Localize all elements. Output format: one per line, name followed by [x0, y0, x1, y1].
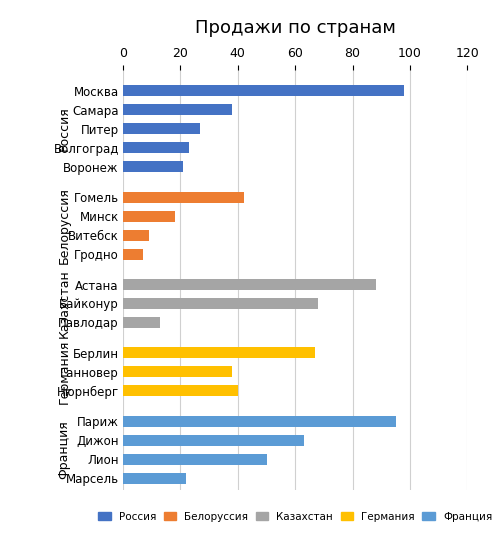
Legend: Россия, Белоруссия, Казахстан, Германия, Франция: Россия, Белоруссия, Казахстан, Германия,… [94, 507, 492, 526]
Text: Белоруссия: Белоруссия [58, 187, 70, 264]
Bar [123, 192, 244, 203]
Bar [123, 454, 267, 465]
Bar [123, 435, 304, 445]
Text: Россия: Россия [58, 107, 70, 151]
Bar [123, 317, 160, 328]
Bar [123, 279, 375, 290]
Bar [123, 211, 175, 222]
Title: Продажи по странам: Продажи по странам [195, 19, 396, 37]
Bar [123, 86, 404, 96]
Bar [123, 385, 238, 397]
Text: Франция: Франция [58, 420, 70, 479]
Bar [123, 473, 186, 484]
Bar [123, 230, 149, 240]
Text: Казахстан: Казахстан [58, 269, 70, 338]
Bar [123, 104, 232, 115]
Bar [123, 298, 318, 309]
Bar [123, 161, 183, 172]
Bar [123, 416, 396, 427]
Bar [123, 123, 201, 134]
Text: Германия: Германия [58, 339, 70, 404]
Bar [123, 366, 232, 377]
Bar [123, 142, 189, 153]
Bar [123, 249, 143, 260]
Bar [123, 348, 315, 358]
